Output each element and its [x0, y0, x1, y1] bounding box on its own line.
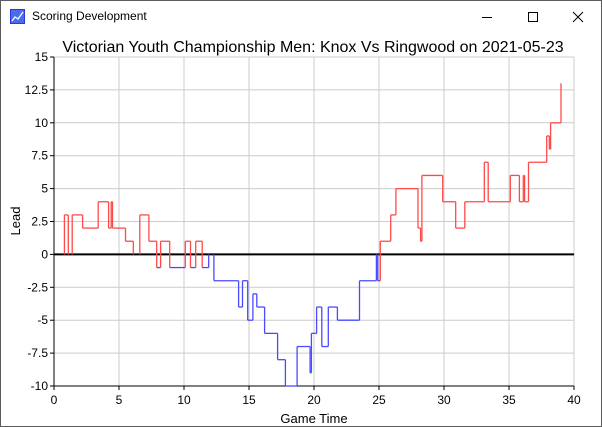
y-tick-label: 2.5 [31, 215, 48, 229]
chart-app-icon [10, 9, 25, 24]
x-tick-label: 35 [502, 393, 516, 407]
lead-chart: Victorian Youth Championship Men: Knox V… [8, 39, 581, 426]
x-tick-label: 0 [51, 393, 58, 407]
chart-tick-labels: 0 5 10 15 20 25 30 35 40 -10 -7.5 -5 -2.5 0 2.5 5 7.5 10 1… [25, 50, 581, 407]
title-bar[interactable]: Scoring Development [1, 1, 601, 32]
x-tick-label: 25 [372, 393, 386, 407]
y-tick-label: -5 [37, 313, 48, 327]
x-tick-label: 5 [116, 393, 123, 407]
chart-area: Victorian Youth Championship Men: Knox V… [1, 32, 601, 426]
maximize-button[interactable] [510, 1, 556, 32]
y-tick-label: 10 [35, 116, 49, 130]
y-axis-label: Lead [8, 207, 23, 236]
y-tick-label: 12.5 [25, 83, 49, 97]
close-icon [572, 11, 584, 22]
y-tick-label: -10 [31, 379, 49, 393]
minimize-icon [482, 16, 492, 18]
window-title: Scoring Development [32, 9, 147, 23]
x-tick-label: 15 [242, 393, 256, 407]
y-tick-label: 5 [41, 182, 48, 196]
x-tick-label: 20 [307, 393, 321, 407]
lead-series [63, 83, 562, 387]
x-axis-label: Game Time [280, 411, 347, 426]
x-tick-label: 40 [567, 393, 581, 407]
y-tick-label: 15 [35, 50, 49, 64]
minimize-button[interactable] [464, 1, 510, 32]
y-tick-label: -2.5 [27, 280, 48, 294]
close-button[interactable] [555, 1, 601, 32]
chart-grid [53, 56, 575, 387]
y-tick-label: 0 [41, 247, 48, 261]
chart-title: Victorian Youth Championship Men: Knox V… [62, 39, 563, 56]
maximize-icon [528, 11, 538, 22]
x-tick-label: 30 [437, 393, 451, 407]
y-tick-label: 7.5 [31, 149, 48, 163]
x-tick-label: 10 [177, 393, 191, 407]
y-tick-label: -7.5 [27, 346, 48, 360]
